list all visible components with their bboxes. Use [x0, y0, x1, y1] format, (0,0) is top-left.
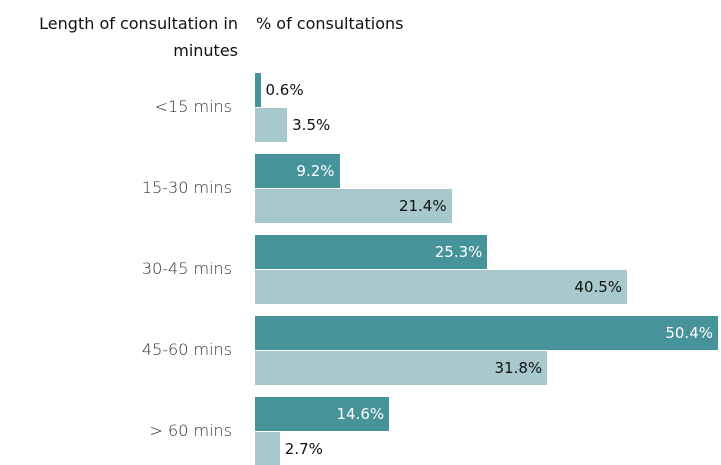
bar [255, 397, 390, 431]
category-label: > 60 mins [149, 421, 232, 440]
bar [255, 432, 280, 465]
value-label: 31.8% [494, 359, 543, 377]
y-axis-label: Length of consultation in minutes [39, 14, 238, 60]
bar [255, 154, 340, 188]
category-label: 30-45 mins [141, 259, 232, 278]
bar [255, 316, 718, 350]
value-label: 21.4% [398, 197, 447, 215]
x-axis-label: % of consultations [256, 14, 404, 33]
value-label: 14.6% [336, 405, 385, 423]
bar [255, 235, 488, 269]
bar [255, 73, 261, 107]
bar [255, 108, 288, 142]
value-label: 40.5% [574, 278, 623, 296]
category-label: <15 mins [154, 97, 232, 116]
category-label: 45-60 mins [141, 340, 232, 359]
value-label: 0.6% [265, 81, 304, 99]
bar [255, 270, 628, 304]
value-label: 9.2% [296, 162, 335, 180]
bar [255, 351, 548, 385]
value-label: 2.7% [284, 440, 323, 458]
value-label: 25.3% [434, 243, 483, 261]
bar [255, 189, 452, 223]
category-label: 15-30 mins [141, 178, 232, 197]
value-label: 3.5% [292, 116, 331, 134]
value-label: 50.4% [665, 324, 713, 342]
